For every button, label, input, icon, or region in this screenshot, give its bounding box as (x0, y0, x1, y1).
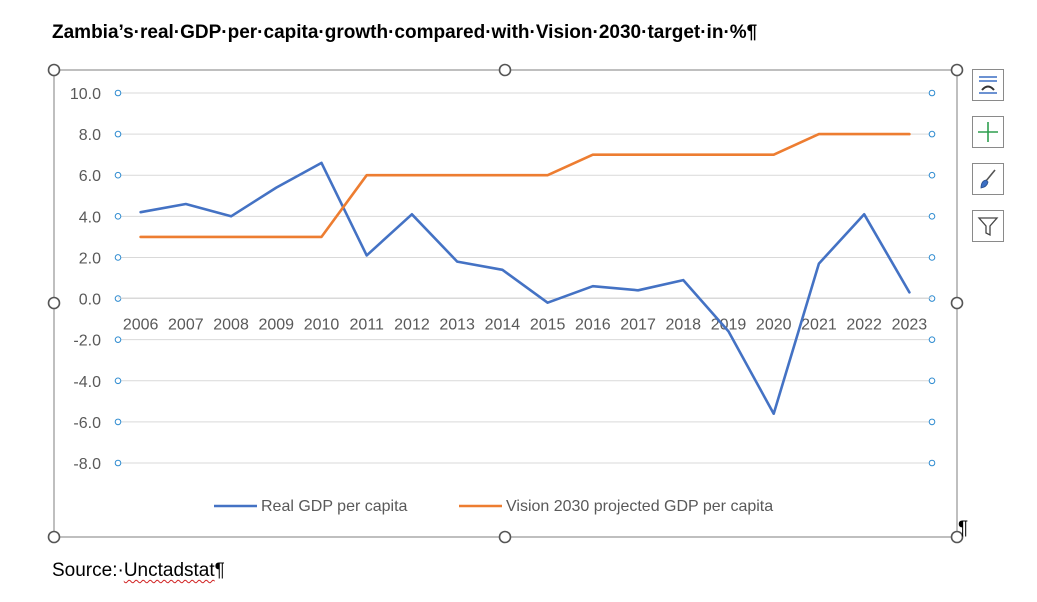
chart-styles-brush-icon (980, 169, 996, 189)
source-prefix: Source:· (52, 560, 124, 581)
resize-handle[interactable] (47, 296, 61, 310)
plot-area-marker (928, 130, 936, 138)
chart-frame[interactable] (53, 69, 958, 538)
plot-area-marker (114, 130, 122, 138)
x-tick-label: 2021 (801, 317, 837, 334)
plot-area-marker (928, 459, 936, 467)
source-line: Source:·Unctadstat¶ (52, 560, 225, 582)
x-tick-label: 2014 (485, 317, 521, 334)
plot-area-marker (114, 377, 122, 385)
y-tick-label: -6.0 (73, 415, 101, 432)
chart-filter-button[interactable] (972, 210, 1004, 242)
series-line-2[interactable] (139, 132, 911, 239)
legend-label: Real GDP per capita (261, 498, 408, 515)
resize-handle[interactable] (950, 296, 964, 310)
plot-area-marker (928, 418, 936, 426)
chart-filter-icon (977, 217, 999, 237)
plot-area-marker (114, 295, 122, 302)
x-tick-label: 2015 (530, 317, 566, 334)
x-tick-label: 2010 (304, 317, 340, 334)
source-name: Unctadstat (123, 560, 215, 581)
x-tick-label: 2016 (575, 317, 611, 334)
series-line-1[interactable] (139, 161, 911, 416)
y-tick-label: 6.0 (79, 168, 101, 185)
plot-area-marker (928, 213, 936, 220)
plot-area-selection-markers (114, 89, 936, 467)
paragraph-mark: ¶ (958, 518, 969, 539)
resize-handle[interactable] (47, 63, 61, 77)
y-tick-label: -2.0 (73, 333, 101, 350)
chart-layout-button[interactable] (972, 69, 1004, 101)
y-axis: 10.0 8.0 6.0 4.0 2.0 0.0 -2.0 -4.0 -6.0 -8.0 (70, 86, 101, 473)
resize-handle[interactable] (950, 63, 964, 77)
plot-area-marker (928, 377, 936, 385)
y-tick-label: 10.0 (70, 86, 101, 103)
y-tick-label: -8.0 (73, 456, 101, 473)
series-lines[interactable] (139, 132, 911, 416)
chart-layout-icon (979, 76, 997, 94)
plot-area-marker (928, 295, 936, 302)
x-tick-label: 2006 (123, 317, 159, 334)
plot-area-marker (114, 171, 122, 179)
x-tick-label: 2008 (213, 317, 249, 334)
resize-handle[interactable] (47, 530, 61, 544)
y-tick-label: 4.0 (79, 209, 101, 226)
x-tick-label: 2020 (756, 317, 792, 334)
selection-handles[interactable] (47, 63, 964, 544)
gridlines (118, 92, 932, 464)
resize-handle[interactable] (498, 63, 512, 77)
y-tick-label: -4.0 (73, 374, 101, 391)
chart-title-paragraph: Zambia’s·real·GDP·per·capita·growth·comp… (52, 22, 758, 43)
plot-area-marker (928, 254, 936, 261)
x-tick-label: 2022 (846, 317, 882, 334)
plot-area-marker (114, 254, 122, 261)
x-tick-label: 2017 (620, 317, 656, 334)
y-tick-label: 0.0 (79, 292, 101, 309)
plot-area-marker (928, 89, 936, 97)
chart-elements-button[interactable] (972, 116, 1004, 148)
resize-handle[interactable] (498, 530, 512, 544)
legend-label: Vision 2030 projected GDP per capita (506, 498, 773, 515)
x-tick-label: 2012 (394, 317, 430, 334)
x-tick-label: 2018 (665, 317, 701, 334)
x-tick-label: 2007 (168, 317, 204, 334)
plot-area-marker (928, 336, 936, 343)
y-tick-label: 2.0 (79, 250, 101, 267)
x-tick-label: 2023 (892, 317, 928, 334)
plot-area-marker (928, 171, 936, 179)
x-tick-label: 2011 (350, 317, 385, 334)
plot-area-marker (114, 213, 122, 220)
chart-elements-plus-icon (978, 122, 998, 142)
x-tick-label: 2013 (439, 317, 475, 334)
y-tick-label: 8.0 (79, 127, 101, 144)
plot-area-marker (114, 336, 122, 343)
chart-styles-button[interactable] (972, 163, 1004, 195)
plot-area-marker (114, 459, 122, 467)
plot-area-marker (114, 418, 122, 426)
plot-area-marker (114, 89, 122, 97)
legend[interactable]: Real GDP per capita Vision 2030 projected… (214, 498, 773, 515)
resize-handle[interactable] (950, 530, 964, 544)
x-axis: 2006 2007 2008 2009 2010 2011 2012 2013 2014 2015… (123, 317, 927, 334)
x-tick-label: 2009 (258, 317, 294, 334)
source-pilcrow: ¶ (214, 560, 225, 581)
